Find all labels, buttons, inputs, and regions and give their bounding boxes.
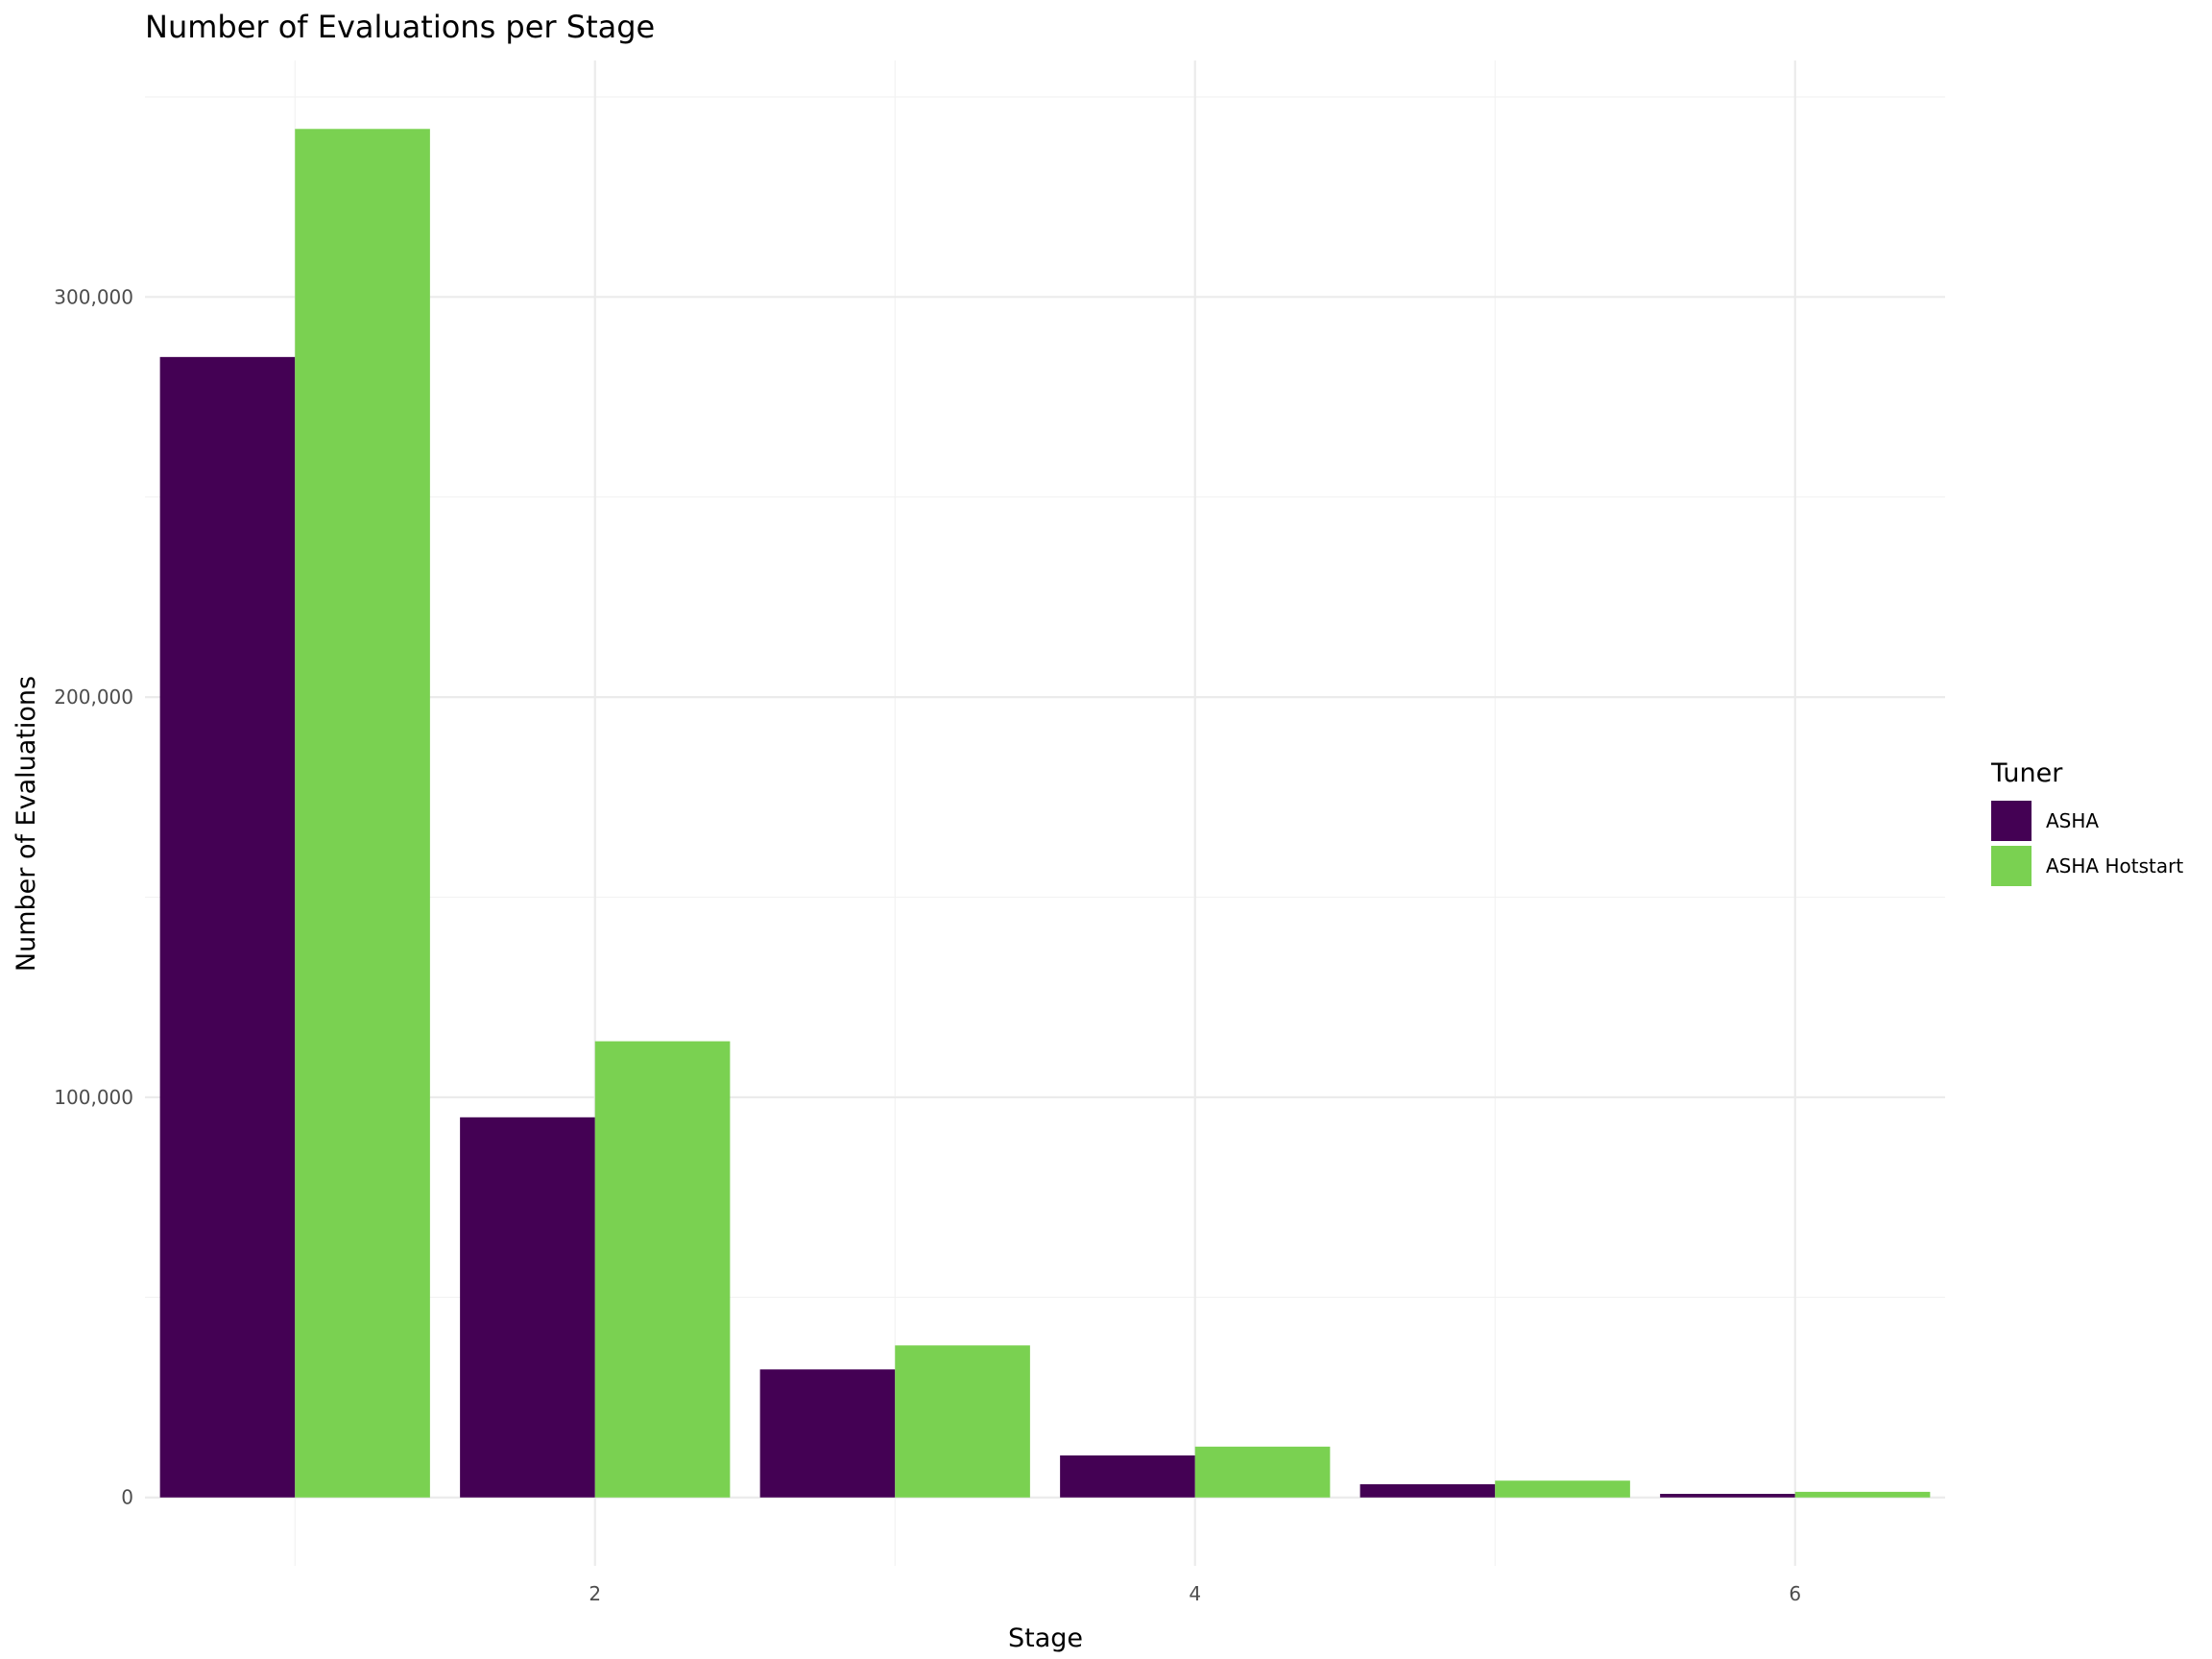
x-tick-label: 4 — [1189, 1582, 1201, 1605]
bar-asha-stage-1 — [159, 356, 296, 1498]
bar-asha-stage-6 — [1660, 1493, 1795, 1498]
bar-asha-hotstart-stage-1 — [295, 129, 430, 1498]
bar-asha-hotstart-stage-6 — [1794, 1491, 1931, 1498]
y-tick-label: 300,000 — [54, 285, 133, 308]
y-tick-labels: 0 100,000 200,000 300,000 — [54, 285, 133, 1508]
bar-asha-stage-3 — [759, 1369, 896, 1498]
legend-label: ASHA Hotstart — [2046, 854, 2183, 878]
y-tick-label: 0 — [121, 1486, 133, 1509]
bar-asha-hotstart-stage-2 — [594, 1041, 731, 1498]
chart-title: Number of Evaluations per Stage — [145, 9, 655, 45]
legend-key-asha — [1991, 801, 2032, 841]
y-tick-label: 100,000 — [54, 1086, 133, 1109]
bar-asha-stage-4 — [1060, 1455, 1195, 1498]
bars — [159, 129, 1931, 1498]
bar-asha-hotstart-stage-4 — [1194, 1446, 1331, 1498]
bar-asha-hotstart-stage-5 — [1495, 1480, 1630, 1498]
x-tick-label: 2 — [589, 1582, 601, 1605]
bar-asha-stage-2 — [460, 1117, 595, 1498]
legend: Tuner ASHA ASHA Hotstart — [1990, 758, 2183, 886]
x-axis-title: Stage — [1008, 1623, 1083, 1653]
bar-asha-hotstart-stage-3 — [895, 1345, 1030, 1498]
legend-title: Tuner — [1990, 758, 2063, 788]
legend-key-asha-hotstart — [1991, 846, 2032, 886]
y-tick-label: 200,000 — [54, 685, 133, 709]
bar-asha-stage-5 — [1359, 1483, 1496, 1498]
x-tick-labels: 2 4 6 — [589, 1582, 1801, 1605]
x-tick-label: 6 — [1789, 1582, 1801, 1605]
major-gridlines — [145, 60, 1945, 1566]
legend-label: ASHA — [2046, 809, 2099, 832]
y-axis-title: Number of Evaluations — [12, 676, 41, 972]
